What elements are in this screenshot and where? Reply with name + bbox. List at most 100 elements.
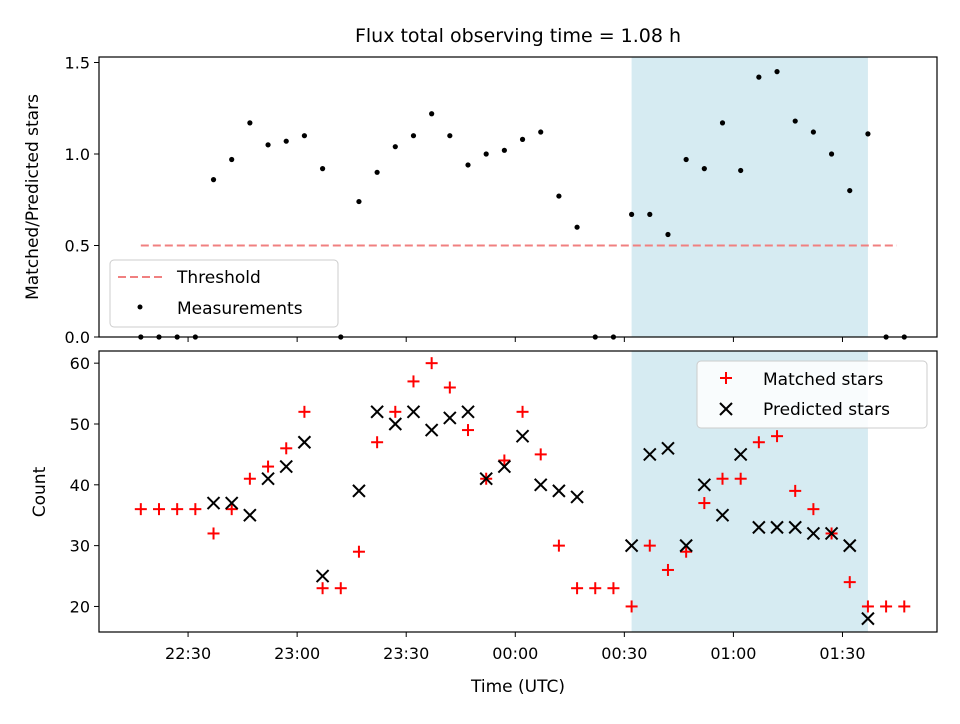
predicted-star-point [824,526,839,541]
x-tick-label-2: 23:30 [383,644,429,663]
matched-star-point [425,357,438,370]
predicted-star-b [352,484,366,498]
matched-star-point [262,460,275,473]
bottom-legend-box [696,360,928,429]
top-panel: 0.0 0.5 1.0 1.5 Matched/Predicted stars Thr… [23,53,938,347]
predicted-star-b [806,526,821,541]
bottom-ytick-label-2: 40 [70,476,90,495]
matched-star-point [771,430,784,443]
measurement-point [229,156,235,163]
predicted-star-point [479,472,493,486]
measurement-point [283,138,289,144]
predicted-star-point [424,423,439,437]
predicted-star-b [570,490,584,504]
x-tick-label-1: 23:00 [274,644,320,663]
measurement-point [483,151,489,157]
measurement-point [556,193,562,199]
matched-star-point [171,503,184,516]
measurement-point [574,224,580,230]
top-ytick-label-3: 1.5 [65,53,90,72]
predicted-star-b [297,435,312,449]
predicted-star-b [715,508,730,522]
bottom-marks [134,357,911,626]
measurement-point [447,133,453,139]
matched-star-point [552,539,565,552]
predicted-star-point [552,484,566,498]
legend-predicted-swatch [719,402,733,416]
matched-star-point [607,582,620,595]
predicted-star-b [770,520,784,535]
measurement-point [683,156,689,163]
measurement-point [756,74,762,80]
top-marks [138,69,907,340]
predicted-star-point [733,447,748,462]
predicted-star-point [624,538,639,553]
measurement-point [210,177,217,183]
predicted-star-b [206,496,221,510]
matched-star-point [498,454,511,467]
predicted-star-b [461,405,475,419]
predicted-star-point [697,478,712,492]
x-tick-label-4: 00:30 [601,644,647,663]
predicted-star-b [643,447,657,462]
bottom-x-ticks: 22:30 23:00 23:30 00:00 00:30 01:00 01:30 [165,632,866,663]
predicted-star-b [443,411,457,425]
matched-star-point [134,503,147,516]
predicted-star-b [534,478,548,492]
matched-star-point [680,545,693,558]
matched-star-point [625,600,638,613]
legend-matched-swatch [720,372,732,384]
predicted-star-point [206,496,221,510]
predicted-star-b [679,538,693,553]
top-legend-box [109,259,339,328]
predicted-star-b [479,472,493,486]
matched-star-point [280,442,293,455]
matched-star-point [189,503,202,516]
legend-measurements-label: Measurements [177,299,303,319]
matched-star-point [407,375,420,388]
predicted-star-b [388,417,403,431]
matched-star-point [880,600,893,613]
matched-star-point [734,472,747,485]
measurement-point [719,120,726,126]
bottom-ylabel: Count [30,466,50,517]
predicted-star-point [661,441,675,456]
predicted-star-b [315,569,330,583]
measurement-point [538,129,544,135]
matched-star-point [698,497,711,510]
top-shade [631,57,868,337]
measurement-point [301,133,308,139]
bottom-ytick-label-1: 30 [70,537,90,556]
predicted-star-point [352,484,366,498]
predicted-star-point [861,611,875,626]
predicted-star-b [824,526,839,541]
predicted-star-b [733,447,748,462]
measurement-point [356,198,362,205]
predicted-star-point [570,490,584,504]
matched-star-point [898,600,911,613]
measurement-point [429,111,435,117]
predicted-star-point [515,429,530,443]
matched-star-point [152,503,165,516]
top-ytick-label-1: 0.5 [65,236,90,255]
predicted-star-point [315,569,330,583]
measurement-point [319,166,326,172]
measurement-point [501,147,507,153]
x-tick-label-5: 01:00 [710,644,756,663]
predicted-star-b [261,472,275,486]
matched-star-point [589,582,602,595]
x-tick-label-6: 01:30 [819,644,865,663]
measurement-point [738,167,744,174]
predicted-star-point [752,520,766,535]
matched-star-point [334,582,347,595]
measurement-point [810,129,816,135]
bottom-y-ticks: 20 30 40 50 60 [70,354,99,616]
measurement-point [629,211,635,217]
measurement-point [665,231,671,238]
x-axis-label: Time (UTC) [470,677,565,697]
predicted-star-b [224,496,239,510]
top-ytick-label-2: 1.0 [65,145,90,164]
matched-star-point [462,424,475,437]
measurement-point [374,169,380,175]
measurement-point [519,136,526,142]
